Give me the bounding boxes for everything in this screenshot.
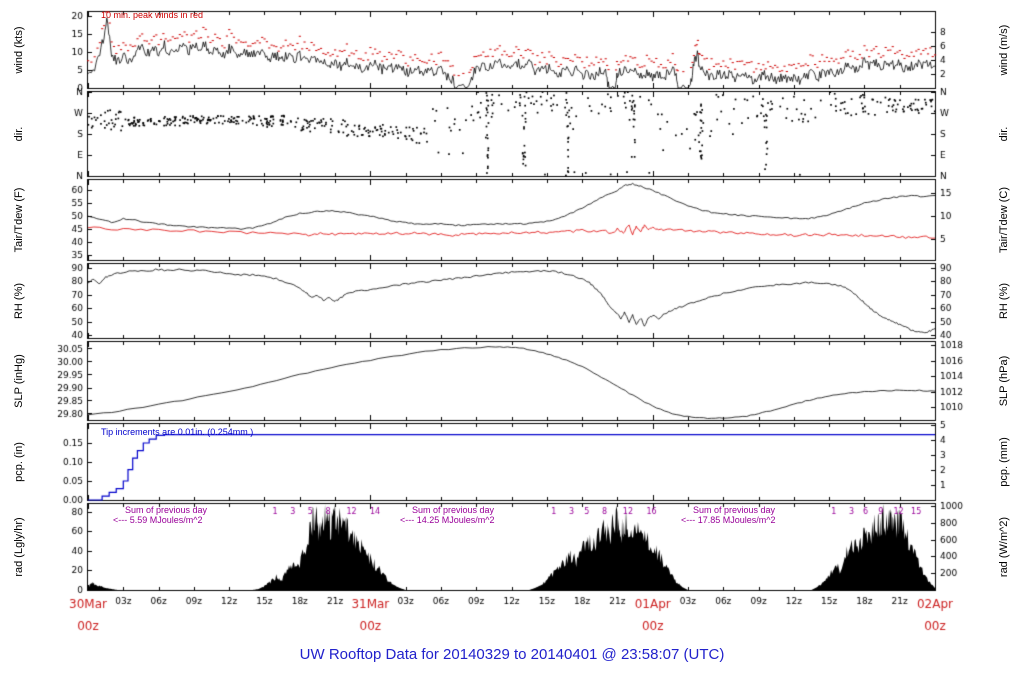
radiation-sum-annotation-day1: Sum of previous day <--- 5.59 MJoules/m^…	[113, 505, 207, 525]
sum-value: <--- 5.59 MJoules/m^2	[113, 515, 203, 525]
sum-label: Sum of previous day	[412, 505, 495, 515]
tip-increment-note: Tip increments are 0.01in. (0.254mm.)	[101, 427, 254, 437]
radiation-sum-annotation-day3: Sum of previous day <--- 17.85 MJoules/m…	[681, 505, 776, 525]
sum-label: Sum of previous day	[693, 505, 776, 515]
sum-value: <--- 17.85 MJoules/m^2	[681, 515, 776, 525]
axis-label-rad-wm2: rad (W/m^2)	[998, 516, 1010, 578]
plot-title: UW Rooftop Data for 20140329 to 20140401…	[299, 646, 725, 663]
sum-value: <--- 14.25 MJoules/m^2	[400, 515, 495, 525]
sum-label: Sum of previous day	[125, 505, 208, 515]
radiation-sum-annotation-day2: Sum of previous day <--- 14.25 MJoules/m…	[400, 505, 495, 525]
axis-label-rad-lgly: rad (Lgly/hr)	[13, 517, 25, 577]
peak-wind-note: 10 min. peak winds in red	[101, 10, 204, 20]
